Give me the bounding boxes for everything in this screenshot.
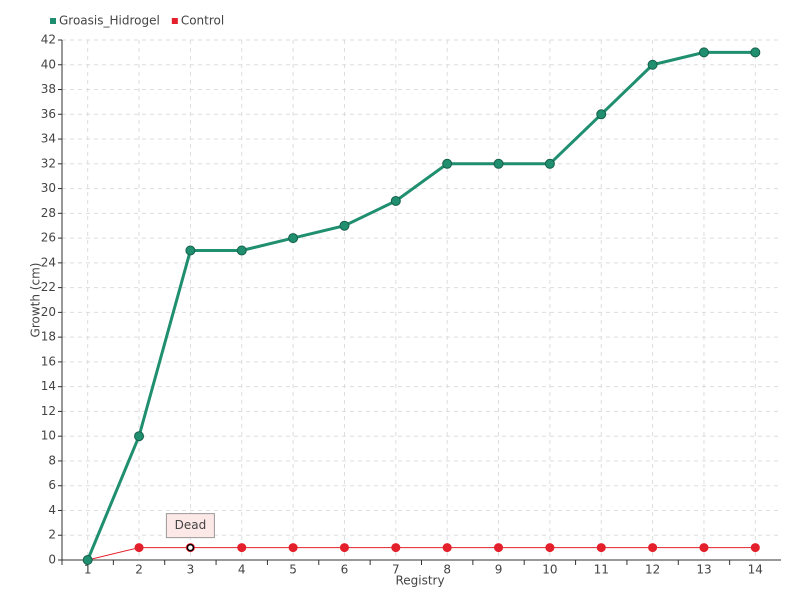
y-tick-label: 40 (41, 57, 56, 71)
data-point (750, 47, 761, 58)
x-tick-label: 12 (645, 563, 660, 577)
legend-label: Groasis_Hidrogel (59, 14, 160, 28)
data-point (699, 543, 709, 553)
data-point (648, 543, 658, 553)
series-line (86, 50, 756, 561)
x-tick-label: 3 (187, 563, 195, 577)
x-tick-label: 8 (443, 563, 451, 577)
series-line (87, 547, 756, 561)
x-tick-label: 7 (392, 563, 400, 577)
data-point (339, 543, 349, 553)
x-tick-label: 1 (84, 563, 92, 577)
x-tick-label: 11 (594, 563, 609, 577)
data-point (493, 158, 504, 169)
x-tick-label: 14 (748, 563, 763, 577)
y-tick-label: 26 (41, 231, 56, 245)
data-point (698, 47, 709, 58)
legend-swatch (171, 18, 178, 24)
y-tick-label: 32 (41, 156, 56, 170)
legend-label: Control (181, 14, 224, 28)
x-tick-label: 5 (289, 563, 297, 577)
data-point (82, 555, 93, 565)
data-point (185, 245, 196, 256)
x-tick-label: 9 (495, 563, 503, 577)
y-tick-label: 2 (48, 528, 56, 542)
x-tick-label: 6 (341, 563, 349, 577)
data-point (494, 543, 504, 553)
data-point (442, 158, 453, 169)
y-tick-label: 24 (41, 255, 56, 269)
data-point (442, 543, 452, 553)
x-tick-label: 13 (696, 563, 711, 577)
data-point (236, 245, 247, 256)
y-tick-label: 6 (48, 478, 56, 492)
data-point (134, 431, 145, 442)
y-tick-label: 10 (41, 429, 56, 443)
y-tick-label: 30 (41, 181, 56, 195)
x-tick-label: 10 (542, 563, 557, 577)
data-point (545, 543, 555, 553)
data-point (339, 220, 350, 231)
y-tick-label: 14 (41, 379, 56, 393)
y-tick-label: 0 (48, 553, 56, 567)
annotation-label: Dead (175, 518, 207, 532)
annotation-box (165, 513, 215, 539)
y-tick-label: 22 (41, 280, 56, 294)
legend-swatch (50, 18, 56, 24)
y-tick-label: 12 (41, 404, 56, 418)
data-point (647, 59, 658, 70)
y-tick-label: 42 (41, 33, 56, 47)
y-tick-label: 18 (41, 330, 56, 344)
data-point (134, 543, 144, 553)
data-point (391, 543, 401, 553)
data-point (750, 543, 760, 553)
y-tick-label: 20 (41, 305, 56, 319)
annotation-marker (186, 543, 195, 552)
data-point (237, 543, 247, 553)
data-point (288, 233, 299, 244)
y-tick-label: 38 (41, 82, 56, 96)
y-tick-label: 36 (41, 107, 56, 121)
y-tick-label: 16 (41, 354, 56, 368)
data-point (390, 195, 401, 206)
y-tick-label: 8 (48, 453, 56, 467)
x-tick-label: 2 (135, 563, 143, 577)
y-axis-label: Growth (cm) (29, 263, 43, 338)
y-tick-label: 28 (41, 206, 56, 220)
x-axis-label: Registry (395, 574, 444, 588)
data-point (596, 109, 607, 120)
x-tick-label: 4 (238, 563, 246, 577)
y-tick-label: 34 (41, 132, 56, 146)
data-point (288, 543, 298, 553)
y-tick-label: 4 (48, 503, 56, 517)
data-point (596, 543, 606, 553)
data-point (544, 158, 555, 169)
